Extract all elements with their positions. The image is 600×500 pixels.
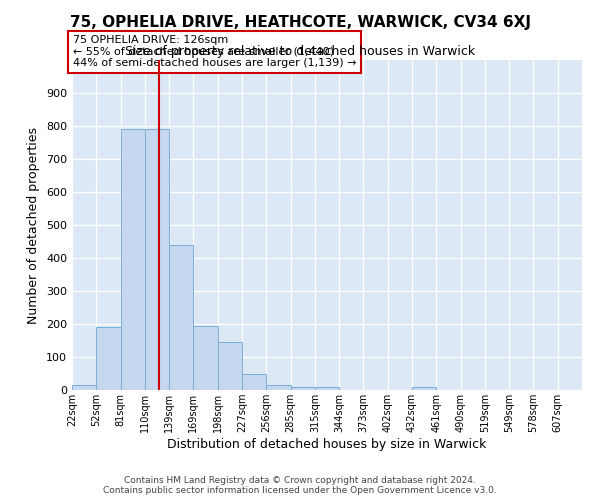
Bar [412, 388, 436, 390]
Bar [218, 342, 242, 390]
Y-axis label: Number of detached properties: Number of detached properties [28, 126, 40, 324]
Bar [290, 386, 315, 390]
Bar [315, 388, 339, 390]
X-axis label: Distribution of detached houses by size in Warwick: Distribution of detached houses by size … [167, 438, 487, 451]
Bar [145, 130, 169, 390]
Bar [242, 374, 266, 390]
Bar [72, 385, 96, 390]
Bar [121, 130, 145, 390]
Text: 75 OPHELIA DRIVE: 126sqm
← 55% of detached houses are smaller (1,440)
44% of sem: 75 OPHELIA DRIVE: 126sqm ← 55% of detach… [73, 35, 356, 68]
Bar [169, 245, 193, 390]
Text: Size of property relative to detached houses in Warwick: Size of property relative to detached ho… [125, 45, 475, 58]
Text: 75, OPHELIA DRIVE, HEATHCOTE, WARWICK, CV34 6XJ: 75, OPHELIA DRIVE, HEATHCOTE, WARWICK, C… [70, 15, 530, 30]
Bar [96, 328, 121, 390]
Bar [266, 385, 290, 390]
Bar [193, 326, 218, 390]
Text: Contains HM Land Registry data © Crown copyright and database right 2024.
Contai: Contains HM Land Registry data © Crown c… [103, 476, 497, 495]
